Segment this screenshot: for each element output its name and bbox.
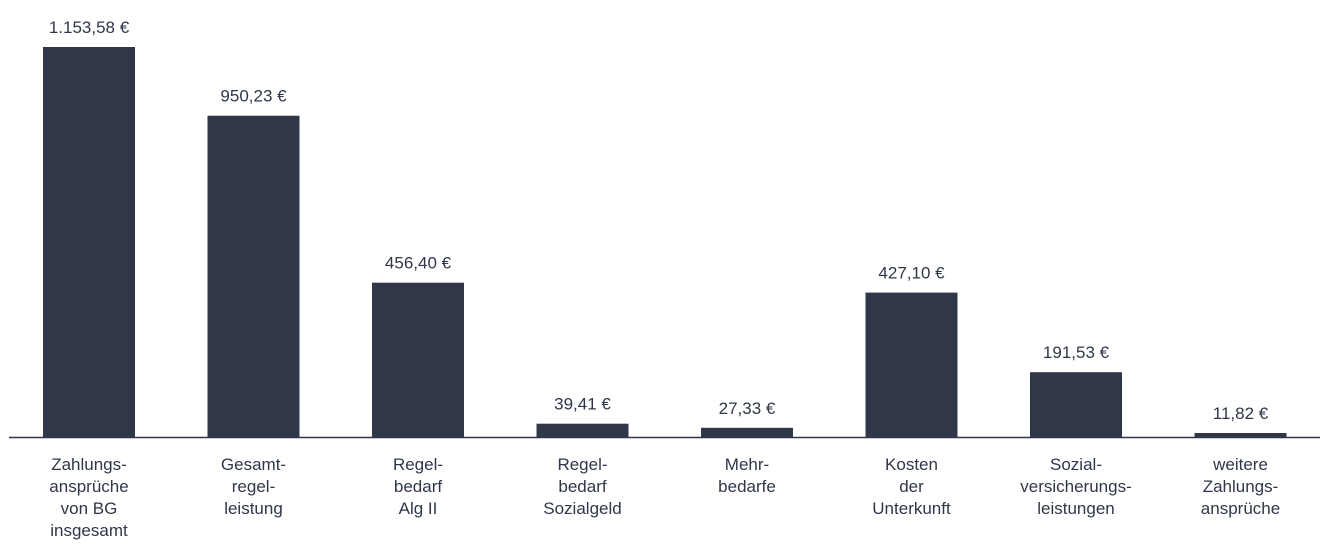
bar-2 <box>372 282 464 437</box>
bar-6 <box>1030 372 1122 437</box>
bar-0 <box>43 47 135 437</box>
bar-3 <box>536 423 629 437</box>
value-label-4: 27,33 € <box>719 399 776 418</box>
category-label-5: Kosten der Unterkunft <box>872 455 951 518</box>
category-label-0: Zahlungs-ansprüche von BG insgesamt <box>49 455 128 540</box>
category-label-3: Regel-bedarf Sozialgeld <box>543 455 621 518</box>
bar-4 <box>701 427 793 437</box>
category-label-6: Sozial-versicherungs-leistungen <box>1020 455 1132 518</box>
bar-5 <box>865 292 958 437</box>
value-label-3: 39,41 € <box>554 395 611 414</box>
value-label-6: 191,53 € <box>1043 343 1110 362</box>
value-label-7: 11,82 € <box>1213 404 1269 423</box>
bar-7 <box>1194 433 1287 437</box>
value-label-5: 427,10 € <box>878 264 945 283</box>
value-label-2: 456,40 € <box>385 254 452 273</box>
category-label-2: Regel-bedarf Alg II <box>393 455 443 518</box>
bar-1 <box>207 115 300 437</box>
category-label-7: weitere Zahlungs-ansprüche <box>1201 455 1280 518</box>
category-label-4: Mehr-bedarfe <box>718 455 776 496</box>
category-label-1: Gesamt-regel-leistung <box>221 455 286 518</box>
value-label-0: 1.153,58 € <box>49 18 130 37</box>
value-label-1: 950,23 € <box>220 87 287 106</box>
